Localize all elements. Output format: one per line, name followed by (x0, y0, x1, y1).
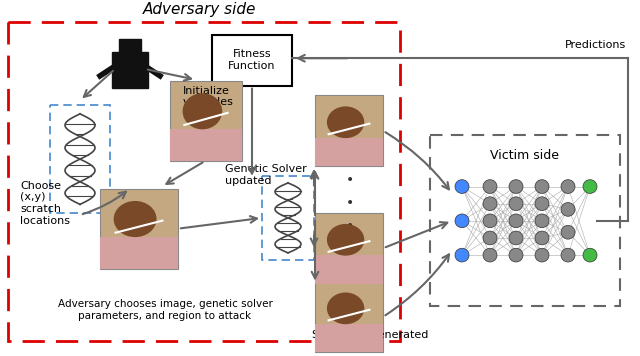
Circle shape (483, 214, 497, 228)
Bar (315, 213, 383, 283)
Text: Initialize
variables: Initialize variables (183, 86, 234, 107)
Circle shape (455, 180, 469, 193)
Circle shape (535, 214, 549, 228)
Bar (8, 22, 400, 341)
Text: Victim side: Victim side (490, 149, 559, 162)
Ellipse shape (327, 224, 364, 256)
Text: Scratches generated: Scratches generated (312, 330, 428, 340)
Circle shape (509, 231, 523, 245)
Bar (50, 105, 110, 213)
Bar (315, 138, 383, 166)
Text: Genetic Solver
updated: Genetic Solver updated (225, 164, 307, 185)
Bar (170, 81, 242, 161)
Bar (315, 324, 383, 352)
Circle shape (509, 214, 523, 228)
Circle shape (561, 248, 575, 262)
FancyBboxPatch shape (112, 52, 148, 58)
Bar (170, 129, 242, 161)
Text: Adversary chooses image, genetic solver
parameters, and region to attack: Adversary chooses image, genetic solver … (58, 299, 273, 321)
Circle shape (561, 225, 575, 239)
Circle shape (483, 197, 497, 210)
FancyBboxPatch shape (119, 39, 141, 52)
Bar (262, 176, 314, 260)
Text: Predictions: Predictions (564, 40, 626, 49)
Bar (100, 237, 178, 269)
Circle shape (583, 180, 597, 193)
Bar (315, 95, 383, 166)
Circle shape (535, 231, 549, 245)
FancyBboxPatch shape (112, 58, 148, 88)
Circle shape (509, 248, 523, 262)
Circle shape (561, 180, 575, 193)
Circle shape (535, 197, 549, 210)
Ellipse shape (327, 106, 364, 138)
Bar (100, 189, 178, 269)
Ellipse shape (182, 93, 222, 129)
Ellipse shape (327, 293, 364, 324)
Bar (315, 282, 383, 352)
Text: Fitness
Function: Fitness Function (228, 49, 276, 71)
Ellipse shape (114, 201, 157, 237)
Circle shape (535, 248, 549, 262)
Circle shape (583, 248, 597, 262)
Bar (430, 135, 620, 306)
Circle shape (509, 180, 523, 193)
Bar (315, 255, 383, 283)
Circle shape (483, 180, 497, 193)
Text: •
•
•: • • • (346, 173, 354, 233)
Circle shape (455, 214, 469, 228)
Text: Choose
(x,y)
scratch
locations: Choose (x,y) scratch locations (20, 181, 70, 226)
Circle shape (509, 197, 523, 210)
Text: Adversary side: Adversary side (143, 2, 257, 17)
Circle shape (483, 248, 497, 262)
Circle shape (535, 180, 549, 193)
Circle shape (483, 231, 497, 245)
Circle shape (455, 248, 469, 262)
Circle shape (561, 203, 575, 216)
Bar (212, 35, 292, 86)
